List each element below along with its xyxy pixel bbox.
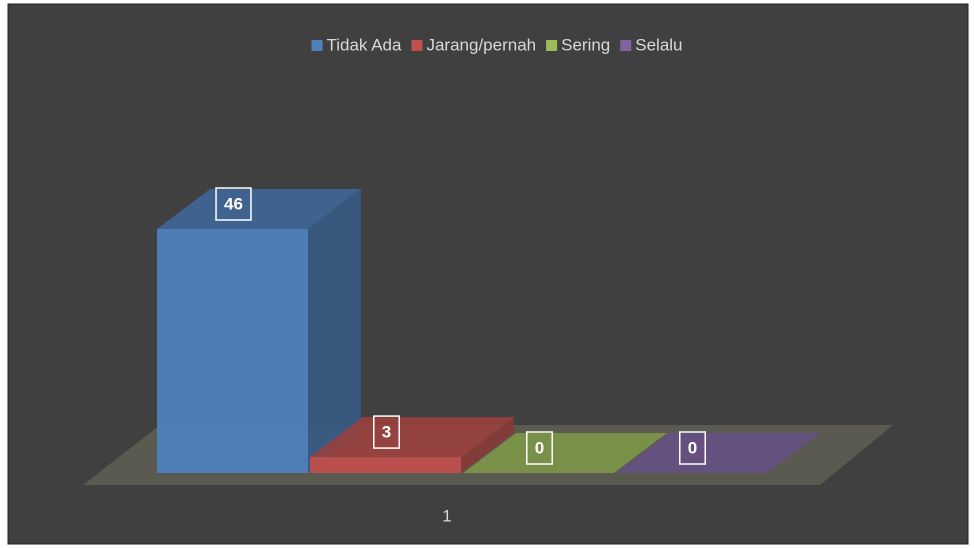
legend-label: Jarang/pernah: [426, 35, 536, 54]
data-label-box: [215, 187, 252, 221]
data-label-box: [679, 431, 706, 465]
legend-swatch: [546, 40, 558, 51]
bar-top: [616, 433, 820, 473]
legend-swatch: [620, 40, 632, 51]
bar-top: [463, 433, 667, 473]
x-tick-label: 1: [442, 506, 451, 525]
data-label: 0: [688, 438, 697, 457]
bar-top: [157, 189, 361, 229]
bar: [310, 457, 461, 473]
bar: [157, 229, 308, 473]
bar-side: [461, 417, 514, 473]
bar-side: [308, 189, 361, 473]
legend-label: Selalu: [635, 35, 682, 54]
legend-label: Tidak Ada: [326, 35, 402, 54]
legend-swatch: [311, 40, 323, 51]
bar-top: [310, 417, 514, 458]
legend-swatch: [411, 40, 423, 51]
data-label-box: [526, 431, 553, 465]
data-label: 0: [535, 438, 544, 457]
data-label: 46: [224, 194, 243, 213]
legend-label: Sering: [561, 35, 610, 54]
data-label: 3: [382, 423, 391, 442]
data-label-box: [373, 415, 400, 449]
